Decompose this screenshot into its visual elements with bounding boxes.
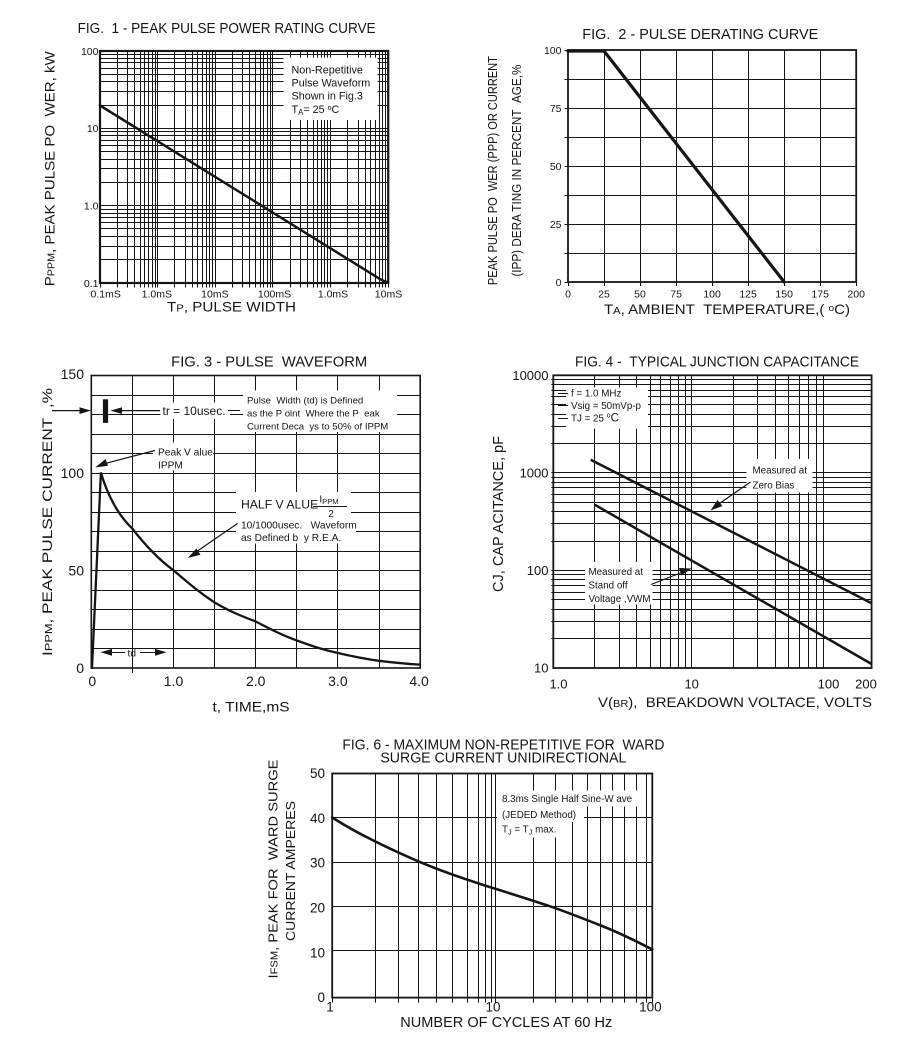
svg-text:as the P oint Where the P ea: as the P oint Where the P eak [247,409,380,420]
svg-text:10/1000usec. Waveform: 10/1000usec. Waveform [241,520,357,531]
svg-text:Current Deca ys to 50% of IPP: Current Deca ys to 50% of IPPM [247,422,388,433]
svg-text:SURGE CURRENT UNIDIRECTIONAL: SURGE CURRENT UNIDIRECTIONAL [380,750,626,766]
svg-text:IPPM: IPPM [158,461,183,472]
svg-text:10: 10 [485,1000,500,1015]
svg-text:50: 50 [68,562,84,578]
svg-text:Pulse Width (td) is Defined: Pulse Width (td) is Defined [247,396,363,407]
svg-text:10: 10 [87,123,99,135]
svg-text:10000: 10000 [512,368,548,383]
svg-text:FIG. 2 - PULSE DERATING CURVE: FIG. 2 - PULSE DERATING CURVE [582,27,818,43]
svg-text:0: 0 [317,990,325,1005]
svg-text:Zero Bias: Zero Bias [753,480,795,491]
svg-text:0.1: 0.1 [84,278,99,290]
svg-text:1.0mS: 1.0mS [142,289,172,301]
svg-text:75: 75 [550,103,562,115]
svg-text:TJ = 25 oC: TJ = 25 oC [571,413,619,425]
svg-text:100: 100 [81,46,99,58]
svg-text:FIG. 6 - MAXIMUM NON-REPETITIV: FIG. 6 - MAXIMUM NON-REPETITIVE FOR WARD [342,737,664,753]
svg-text:3.0: 3.0 [328,673,348,689]
svg-text:150: 150 [775,289,793,301]
svg-text:20: 20 [310,901,325,916]
svg-text:NUMBER OF CYCLES AT 60 Hz: NUMBER OF CYCLES AT 60 Hz [400,1015,612,1031]
svg-text:FIG. 3 - PULSE WAVEFORM: FIG. 3 - PULSE WAVEFORM [171,354,367,370]
svg-text:V(BR), BREAKDOWN VOLTACE, VOL: V(BR), BREAKDOWN VOLTACE, VOLTS [598,695,872,710]
svg-text:(IPP) DERA TING IN PERCENT AG: (IPP) DERA TING IN PERCENT AGE,% [509,64,524,276]
svg-text:TA= 25 oC: TA= 25 oC [292,104,340,117]
svg-text:Peak V alue: Peak V alue [158,448,213,459]
svg-text:10: 10 [310,945,325,960]
svg-text:Measured at: Measured at [589,567,644,578]
svg-text:50: 50 [550,161,562,173]
svg-text:(JEDED Method): (JEDED Method) [502,810,576,821]
svg-text:40: 40 [310,811,325,826]
svg-text:CJ, CAP ACITANCE, pF: CJ, CAP ACITANCE, pF [491,436,507,592]
svg-text:100: 100 [818,677,840,692]
svg-text:100: 100 [703,289,721,301]
svg-text:FIG. 1 - PEAK PULSE POWER RAT: FIG. 1 - PEAK PULSE POWER RATING CURVE [78,21,376,37]
svg-text:200: 200 [855,677,877,692]
svg-text:1.0mS: 1.0mS [318,289,348,301]
svg-text:0: 0 [88,673,96,689]
svg-text:f = 1.0 MHz: f = 1.0 MHz [571,389,621,400]
svg-text:0: 0 [565,289,571,301]
svg-text:1: 1 [326,1000,334,1015]
svg-text:25: 25 [598,289,610,301]
svg-text:100mS: 100mS [258,289,291,301]
svg-text:4.0: 4.0 [409,673,429,689]
svg-text:TP, PULSE WIDTH: TP, PULSE WIDTH [167,299,296,315]
svg-text:Pulse Waveform: Pulse Waveform [292,78,371,90]
svg-text:td: td [128,649,137,660]
svg-text:Voltage ,VWM: Voltage ,VWM [589,594,651,605]
svg-text:175: 175 [811,289,829,301]
svg-text:PPPM, PEAK PULSE PO WER, kW: PPPM, PEAK PULSE PO WER, kW [42,50,58,286]
svg-text:100: 100 [544,45,562,57]
svg-text:25: 25 [550,219,562,231]
svg-text:IPPM, PEAK PULSE CURRENT ,%: IPPM, PEAK PULSE CURRENT ,% [40,388,55,656]
svg-text:50: 50 [634,289,646,301]
svg-text:10: 10 [684,677,698,692]
svg-text:tr = 10usec.: tr = 10usec. [163,404,226,418]
svg-text:1.0: 1.0 [84,201,99,213]
svg-text:10mS: 10mS [201,289,228,301]
svg-text:200: 200 [847,289,865,301]
svg-text:PEAK PULSE PO WER (PPP) OR CU: PEAK PULSE PO WER (PPP) OR CURRENT [485,56,500,285]
svg-text:TJ = TJ max.: TJ = TJ max. [502,825,556,837]
svg-text:Measured at: Measured at [753,466,808,477]
svg-text:75: 75 [670,289,682,301]
svg-text:10: 10 [534,661,548,676]
svg-text:0.1mS: 0.1mS [91,289,121,301]
svg-text:125: 125 [739,289,757,301]
svg-text:30: 30 [310,856,325,871]
svg-text:2: 2 [328,509,334,520]
svg-text:CURRENT AMPERES: CURRENT AMPERES [283,801,298,941]
svg-text:2.0: 2.0 [246,673,266,689]
svg-text:0: 0 [76,660,84,676]
svg-text:IPPM: IPPM [319,495,338,506]
svg-text:1.0: 1.0 [164,673,184,689]
svg-text:as Defined b y R.E.A.: as Defined b y R.E.A. [241,533,341,544]
svg-text:Non-Repetitive: Non-Repetitive [292,65,363,77]
svg-text:FIG. 4 - TYPICAL JUNCTION CAP: FIG. 4 - TYPICAL JUNCTION CAPACITANCE [575,354,859,370]
svg-text:50: 50 [310,766,325,781]
svg-text:10mS: 10mS [375,289,402,301]
svg-text:150: 150 [61,366,85,382]
svg-text:t, TIME,mS: t, TIME,mS [213,699,290,715]
svg-text:100: 100 [639,1000,662,1015]
svg-text:HALF V ALUE: HALF V ALUE [241,498,318,512]
svg-text:IFSM, PEAK FOR WARD SURGE: IFSM, PEAK FOR WARD SURGE [266,759,281,978]
svg-text:Shown in Fig.3: Shown in Fig.3 [292,91,363,103]
svg-text:100: 100 [527,563,549,578]
svg-text:TA, AMBIENT TEMPERATURE,( oC): TA, AMBIENT TEMPERATURE,( oC) [604,301,850,317]
svg-text:100: 100 [61,465,85,481]
svg-text:Vsig = 50mVp-p: Vsig = 50mVp-p [571,401,642,412]
svg-text:8.3ms Single Half Sine-W ave: 8.3ms Single Half Sine-W ave [502,794,633,805]
svg-text:1000: 1000 [520,465,549,480]
svg-text:Stand off: Stand off [589,580,628,591]
svg-text:1.0: 1.0 [549,677,567,692]
svg-text:0: 0 [556,277,562,289]
